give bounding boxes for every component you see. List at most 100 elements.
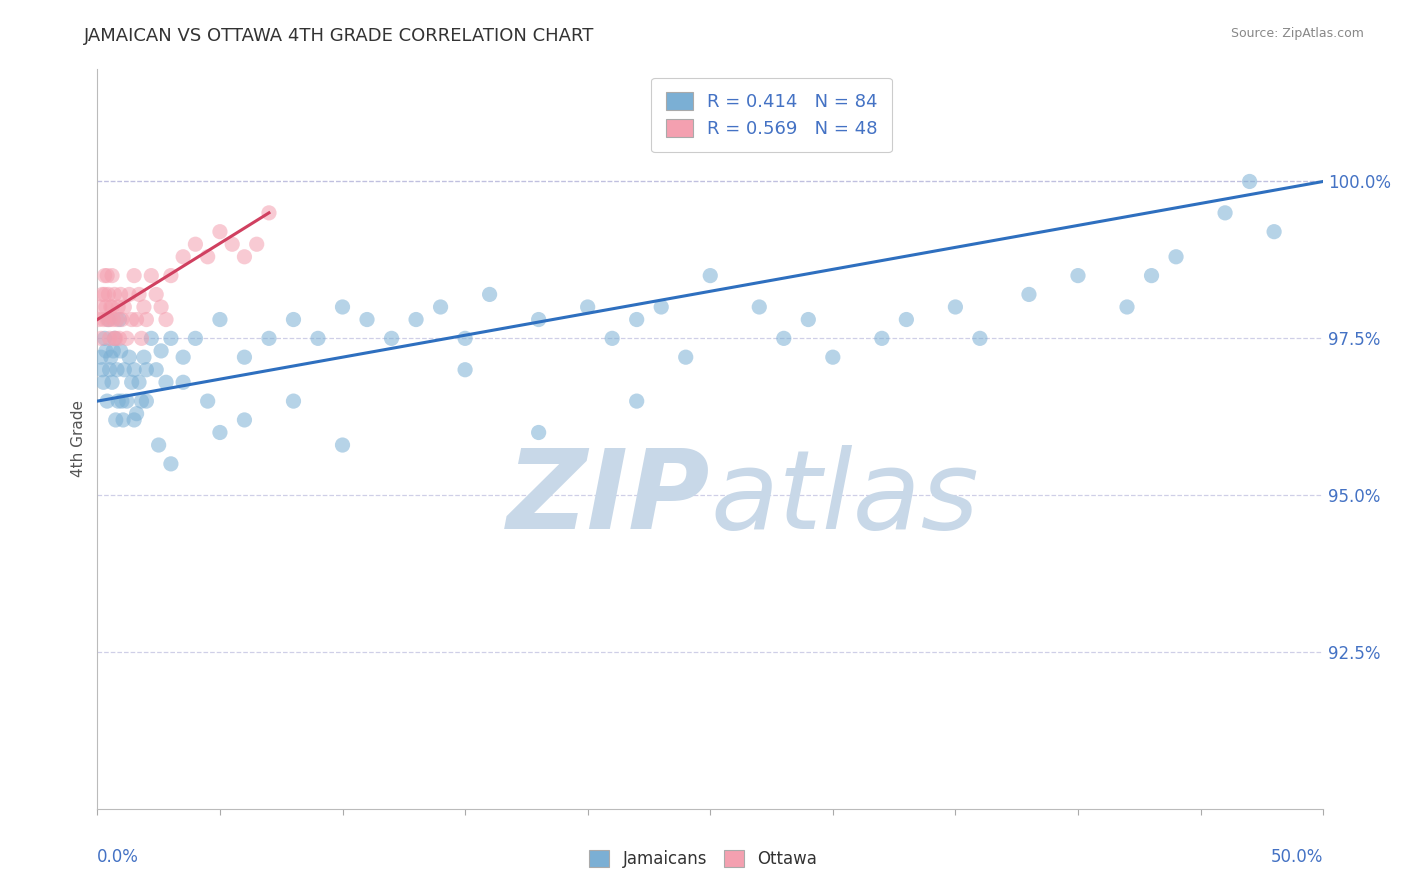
Point [110,343,132,358]
Point [150,300,173,314]
Point [94,343,117,358]
Point [118,350,141,364]
Point [101,376,124,390]
Point [100,300,122,314]
Point [141,268,163,283]
Point [103,312,125,326]
Point [111,394,134,409]
Point [1116,300,1139,314]
Point [125,312,148,326]
Point [233,350,256,364]
Point [257,206,280,220]
Point [221,237,243,252]
Point [1067,268,1090,283]
Point [155,312,177,326]
Point [172,250,194,264]
Point [283,312,305,326]
Point [626,312,648,326]
Text: 50.0%: 50.0% [1271,848,1323,866]
Point [576,300,599,314]
Point [172,376,194,390]
Point [93,268,115,283]
Point [797,312,820,326]
Point [122,363,145,377]
Point [332,300,354,314]
Point [155,376,177,390]
Point [122,268,145,283]
Point [103,331,125,345]
Point [96,268,118,283]
Point [97,312,120,326]
Point [160,457,183,471]
Point [121,376,143,390]
Point [145,363,167,377]
Point [429,300,451,314]
Point [208,425,231,440]
Point [110,287,132,301]
Point [108,331,131,345]
Point [131,394,153,409]
Point [233,413,256,427]
Point [650,300,672,314]
Point [128,287,150,301]
Point [91,287,114,301]
Point [145,287,167,301]
Point [454,331,477,345]
Text: ZIP: ZIP [506,444,710,551]
Point [93,331,115,345]
Point [1239,174,1261,188]
Point [103,287,125,301]
Point [454,363,477,377]
Point [112,413,135,427]
Point [772,331,794,345]
Point [233,250,256,264]
Point [160,268,183,283]
Point [112,363,135,377]
Point [257,331,280,345]
Point [132,300,155,314]
Point [111,312,134,326]
Point [121,312,143,326]
Point [107,394,129,409]
Point [208,225,231,239]
Point [115,331,138,345]
Point [184,331,207,345]
Point [626,394,648,409]
Point [184,237,207,252]
Point [150,343,173,358]
Point [1018,287,1040,301]
Point [128,376,150,390]
Point [307,331,329,345]
Point [125,407,148,421]
Point [896,312,918,326]
Point [98,331,121,345]
Point [107,300,129,314]
Point [870,331,893,345]
Point [1263,225,1285,239]
Point [90,350,112,364]
Point [148,438,170,452]
Point [332,438,354,452]
Point [135,394,157,409]
Point [93,376,115,390]
Point [89,300,111,314]
Point [1213,206,1236,220]
Point [132,350,155,364]
Point [527,425,550,440]
Point [112,300,135,314]
Point [283,394,305,409]
Point [93,312,115,326]
Point [105,312,128,326]
Text: atlas: atlas [710,444,979,551]
Point [97,287,120,301]
Point [101,300,124,314]
Point [160,331,183,345]
Point [600,331,623,345]
Text: JAMAICAN VS OTTAWA 4TH GRADE CORRELATION CHART: JAMAICAN VS OTTAWA 4TH GRADE CORRELATION… [84,27,595,45]
Point [380,331,402,345]
Point [115,394,138,409]
Point [104,413,127,427]
Point [98,363,121,377]
Point [246,237,269,252]
Point [356,312,378,326]
